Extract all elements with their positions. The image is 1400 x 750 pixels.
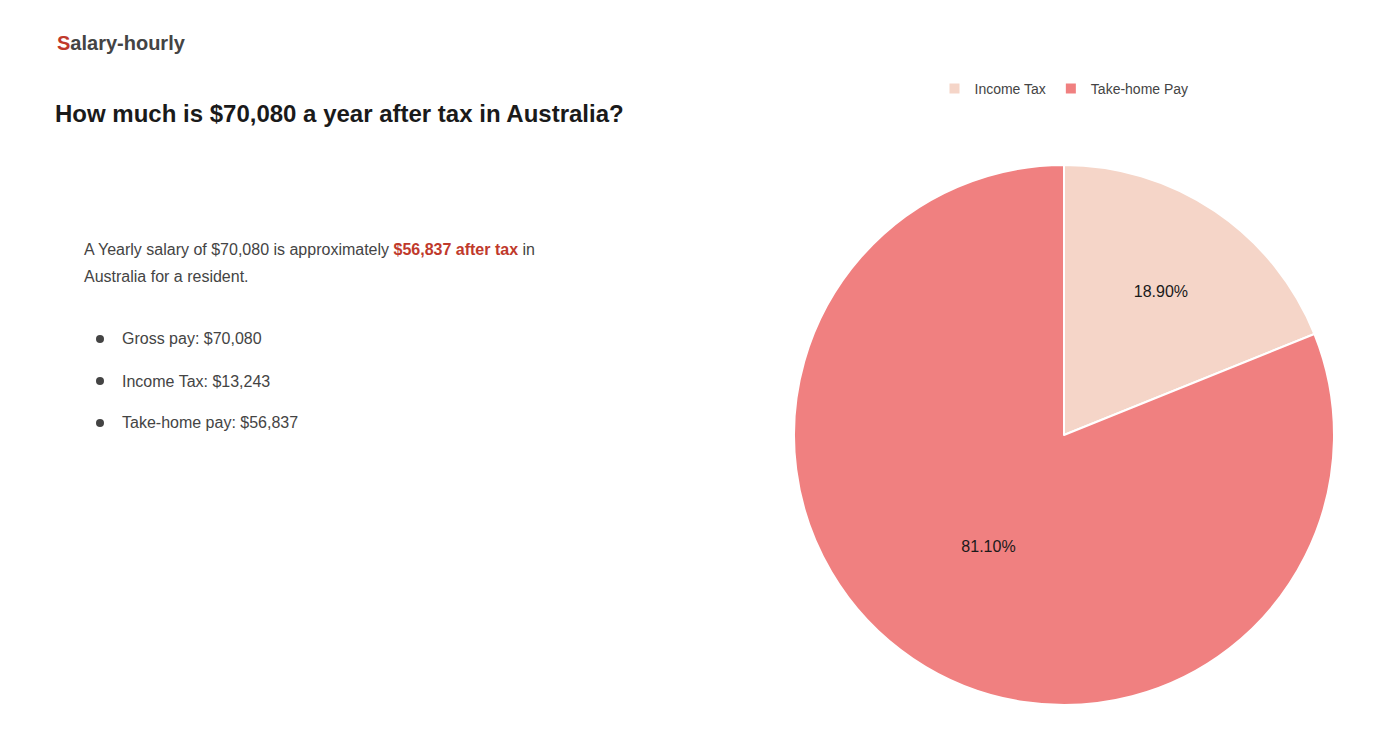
svg-text:Australia for a resident.: Australia for a resident.: [84, 268, 249, 285]
svg-text:How much is $70,080 a year aft: How much is $70,080 a year after tax in …: [55, 100, 624, 127]
svg-text:A Yearly salary of $70,080 is: A Yearly salary of $70,080 is approximat…: [84, 241, 535, 258]
svg-text:18.90%: 18.90%: [1134, 283, 1188, 300]
svg-text:Income Tax: $13,243: Income Tax: $13,243: [122, 373, 270, 390]
svg-text:Take-home pay: $56,837: Take-home pay: $56,837: [122, 414, 298, 431]
svg-text:81.10%: 81.10%: [961, 538, 1015, 555]
svg-text:Salary-hourly: Salary-hourly: [57, 32, 186, 54]
svg-text:Take-home Pay: Take-home Pay: [1091, 81, 1188, 97]
svg-text:Income Tax: Income Tax: [975, 81, 1046, 97]
svg-text:Gross pay: $70,080: Gross pay: $70,080: [122, 330, 262, 347]
